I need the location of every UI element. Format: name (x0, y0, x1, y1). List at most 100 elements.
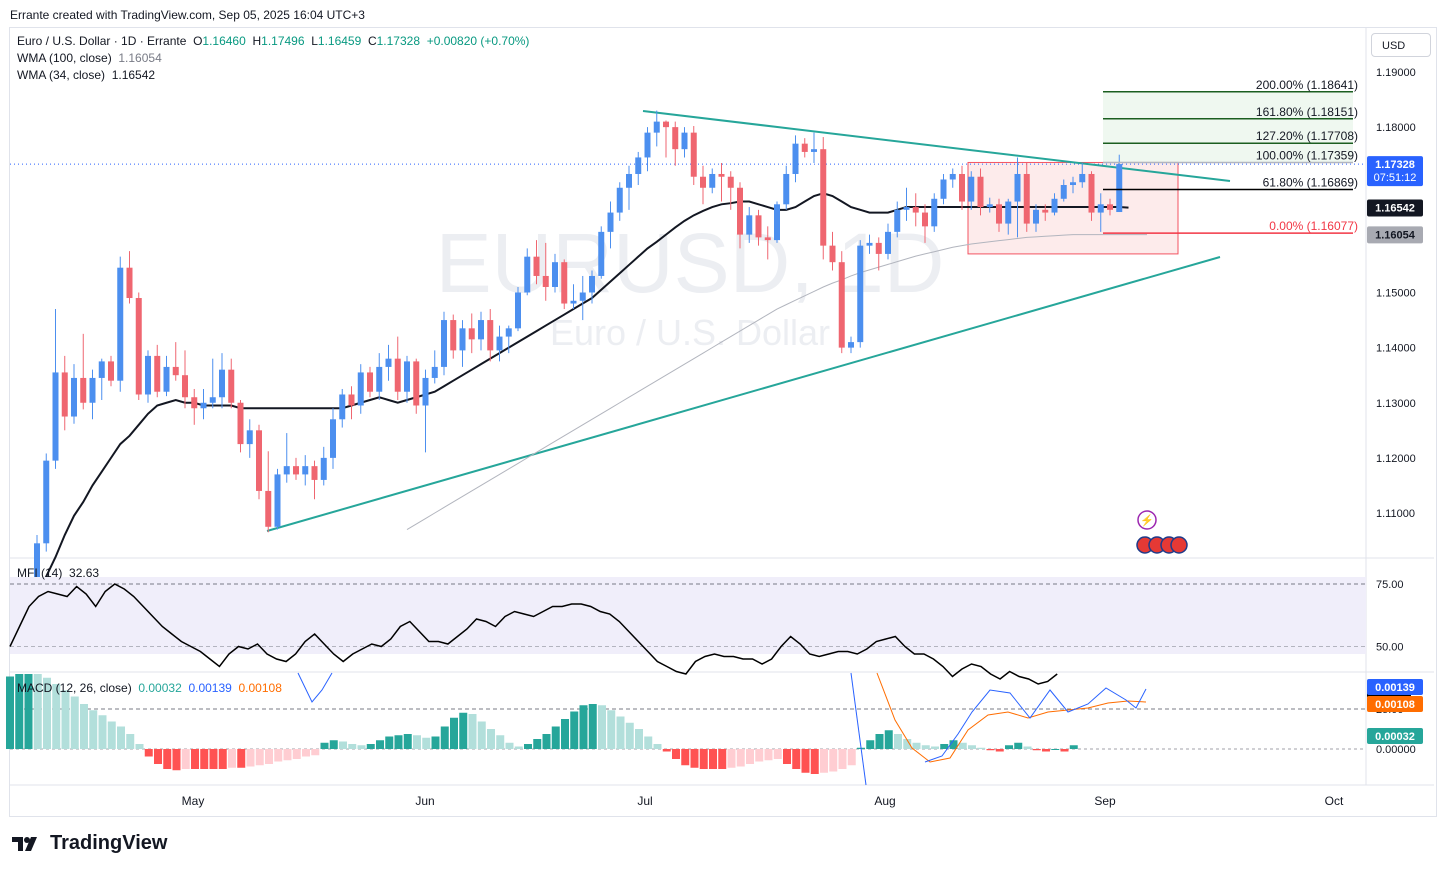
macd-histogram-bar (218, 749, 227, 769)
candle-body (653, 121, 660, 133)
macd-histogram-bar (70, 696, 79, 749)
macd-histogram-bar (940, 744, 949, 749)
legend-line-wma34[interactable]: WMA (34, close) 1.16542 (17, 67, 529, 84)
candle-body (1023, 173, 1030, 224)
legend-open-label: O (193, 34, 203, 48)
macd-histogram-bar (450, 717, 458, 749)
candle-body (755, 215, 762, 238)
macd-histogram-bar (394, 735, 403, 749)
macd-histogram-bar (773, 749, 782, 759)
macd-histogram-bar (200, 749, 209, 769)
candle-body (700, 176, 706, 188)
candle-body (811, 149, 817, 152)
macd-histogram-bar (15, 674, 24, 749)
macd-histogram-bar (468, 714, 477, 749)
macd-histogram-bar (847, 749, 856, 766)
candle-body (838, 262, 845, 348)
candle-body (1079, 173, 1086, 183)
macd-histogram-bar (172, 749, 181, 771)
macd-histogram-bar (607, 710, 616, 749)
wma34-label: WMA (34, close) (17, 68, 106, 82)
candle-body (246, 430, 253, 445)
macd-histogram-bar (709, 749, 717, 769)
macd-hist-value: 0.00032 (138, 681, 182, 695)
candle-body (1107, 204, 1113, 210)
mfi-value: 32.63 (69, 566, 100, 580)
time-axis-label: Sep (1094, 794, 1116, 808)
legend-line-wma100[interactable]: WMA (100, close) 1.16054 (17, 50, 529, 67)
macd-histogram-bar (801, 749, 810, 773)
mfi-label: MFI (14) (17, 566, 63, 580)
candle-body (783, 173, 790, 205)
candle-body (367, 372, 373, 392)
lightning-event-icon (1137, 510, 1157, 530)
macd-histogram-bar (699, 749, 708, 769)
candle-body (89, 377, 96, 403)
legend-open: 1.16460 (202, 34, 246, 48)
wma100-value: 1.16054 (118, 51, 162, 65)
candle-body (1042, 209, 1049, 213)
candle-body (968, 176, 975, 202)
candle-body (792, 143, 799, 174)
candle-body (468, 328, 475, 340)
candle-body (1014, 173, 1021, 202)
candle-body (1033, 209, 1039, 224)
macd-histogram-bar (320, 742, 329, 749)
macd-histogram-bar (931, 746, 939, 749)
macd-histogram-bar (672, 749, 680, 759)
macd-legend[interactable]: MACD (12, 26, close) 0.00032 0.00139 0.0… (17, 680, 282, 697)
macd-histogram-bar (107, 721, 116, 749)
economic-event-flag-icon (1170, 536, 1188, 554)
macd-histogram-bar (514, 746, 523, 749)
macd-histogram-bar (431, 736, 440, 749)
macd-histogram-bar (302, 749, 310, 757)
macd-histogram-bar (894, 734, 902, 749)
candle-body (191, 397, 198, 409)
legend-high: 1.17496 (261, 34, 305, 48)
macd-label: MACD (12, 26, close) (17, 681, 132, 695)
candle-body (986, 204, 993, 208)
macd-histogram-bar (736, 749, 745, 767)
footer-brand[interactable]: TradingView (12, 832, 167, 855)
candle-body (515, 292, 521, 329)
legend-symbol[interactable]: Euro / U.S. Dollar · 1D · Errante (17, 34, 187, 48)
macd-histogram-bar (126, 734, 135, 749)
macd-line-segment (297, 672, 333, 703)
macd-signal-tag: 0.00108 (1375, 699, 1415, 711)
candle-body (857, 245, 864, 343)
macd-histogram-bar (921, 745, 930, 749)
candle-body (404, 361, 410, 392)
macd-histogram-bar (43, 677, 51, 749)
candle-body (348, 394, 355, 406)
macd-histogram-bar (625, 722, 634, 749)
macd-histogram-bar (1051, 749, 1060, 750)
macd-histogram-bar (838, 749, 847, 769)
candle-body (570, 300, 577, 304)
candle-body (394, 358, 401, 392)
candle-body (71, 377, 77, 417)
currency-button[interactable]: USD (1371, 33, 1431, 57)
candle-body (959, 173, 965, 202)
macd-histogram-bar (255, 749, 264, 766)
legend-line-ohlc: Euro / U.S. Dollar · 1D · Errante O1.164… (17, 33, 529, 50)
macd-histogram-bar (385, 736, 394, 749)
candle-body (912, 207, 919, 213)
time-axis-label: Jun (415, 794, 434, 808)
macd-histogram-bar (292, 749, 301, 759)
candle-body (1060, 185, 1067, 199)
macd-histogram-bar (339, 741, 347, 749)
wma34-value: 1.16542 (111, 68, 156, 82)
candle-body (505, 328, 512, 337)
macd-histogram-bar (366, 744, 375, 749)
macd-histogram-bar (33, 674, 42, 749)
price-tick-label: 1.13000 (1376, 398, 1416, 410)
candle-body (801, 143, 808, 152)
macd-histogram-bar (912, 742, 921, 749)
mfi-line (9, 583, 1058, 685)
mfi-legend[interactable]: MFI (14) 32.63 (17, 565, 99, 582)
macd-histogram-bar (727, 749, 736, 768)
candle-body (524, 256, 531, 293)
macd-histogram-bar (265, 749, 273, 764)
macd-histogram-bar (968, 745, 976, 749)
